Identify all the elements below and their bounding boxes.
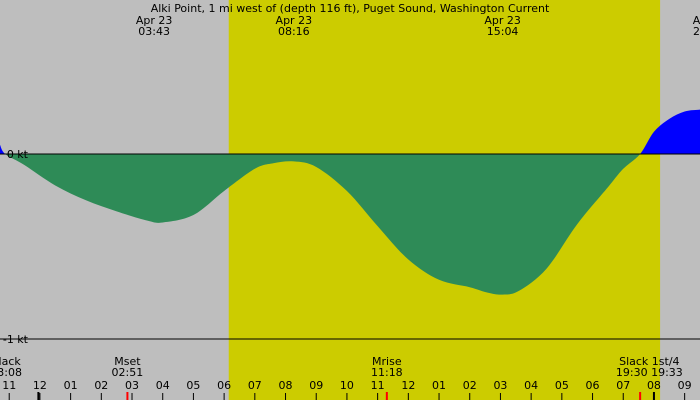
bottom-event-name-0: Slack (0, 355, 21, 368)
event-marker-4 (652, 392, 655, 400)
x-tick-label-18: 05 (555, 379, 569, 392)
x-tick-label-17: 04 (524, 379, 538, 392)
current-areas (0, 109, 700, 295)
top-event-date-0: Apr 23 (136, 14, 173, 27)
top-event-time-0: 03:43 (138, 25, 170, 38)
x-tick-label-13: 12 (401, 379, 415, 392)
x-tick-label-1: 12 (33, 379, 47, 392)
x-tick-label-11: 10 (340, 379, 354, 392)
bottom-event-time-1: 02:51 (112, 366, 144, 379)
x-tick-label-5: 04 (156, 379, 170, 392)
x-tick-label-22: 09 (678, 379, 692, 392)
event-marker-0 (37, 392, 40, 400)
bottom-event-time-3: 19:30 19:33 (616, 366, 683, 379)
x-tick-label-16: 03 (493, 379, 507, 392)
y-tick-label-0: 0 kt (7, 148, 29, 161)
x-tick-label-9: 08 (279, 379, 293, 392)
x-tick-label-6: 05 (186, 379, 200, 392)
ebb-area (0, 154, 700, 295)
top-event-time-3: 21 (693, 25, 700, 38)
bottom-event-time-2: 11:18 (371, 366, 403, 379)
top-event-date-3: Ap (693, 14, 700, 27)
bottom-event-name-3: Slack 1st/4 (619, 355, 679, 368)
bottom-event-time-0: 23:08 (0, 366, 22, 379)
x-tick-label-12: 11 (371, 379, 385, 392)
x-tick-label-14: 01 (432, 379, 446, 392)
y-tick-label-minus-1: -1 kt (3, 333, 29, 346)
bottom-event-name-2: Mrise (372, 355, 402, 368)
top-event-date-2: Apr 23 (484, 14, 521, 27)
event-marker-2 (385, 392, 388, 400)
x-tick-label-15: 02 (463, 379, 477, 392)
x-tick-label-21: 08 (647, 379, 661, 392)
x-axis-ticks: 11 12 01 02 03 04 05 06 07 08 09 10 11 12 01 02 03 04 05 06… (2, 379, 692, 400)
x-tick-label-10: 09 (309, 379, 323, 392)
x-tick-label-19: 06 (586, 379, 600, 392)
x-tick-label-0: 11 (2, 379, 16, 392)
x-tick-label-8: 07 (248, 379, 262, 392)
x-tick-label-20: 07 (616, 379, 630, 392)
top-event-time-2: 15:04 (487, 25, 519, 38)
bottom-event-name-1: Mset (114, 355, 141, 368)
event-marker-1 (126, 392, 129, 400)
chart-title: Alki Point, 1 mi west of (depth 116 ft),… (151, 2, 550, 15)
x-tick-label-2: 01 (64, 379, 78, 392)
event-markers (37, 392, 655, 400)
x-tick-label-3: 02 (94, 379, 108, 392)
top-event-time-1: 08:16 (278, 25, 310, 38)
x-tick-label-7: 06 (217, 379, 231, 392)
event-marker-3 (639, 392, 642, 400)
top-event-date-1: Apr 23 (276, 14, 313, 27)
x-tick-label-4: 03 (125, 379, 139, 392)
